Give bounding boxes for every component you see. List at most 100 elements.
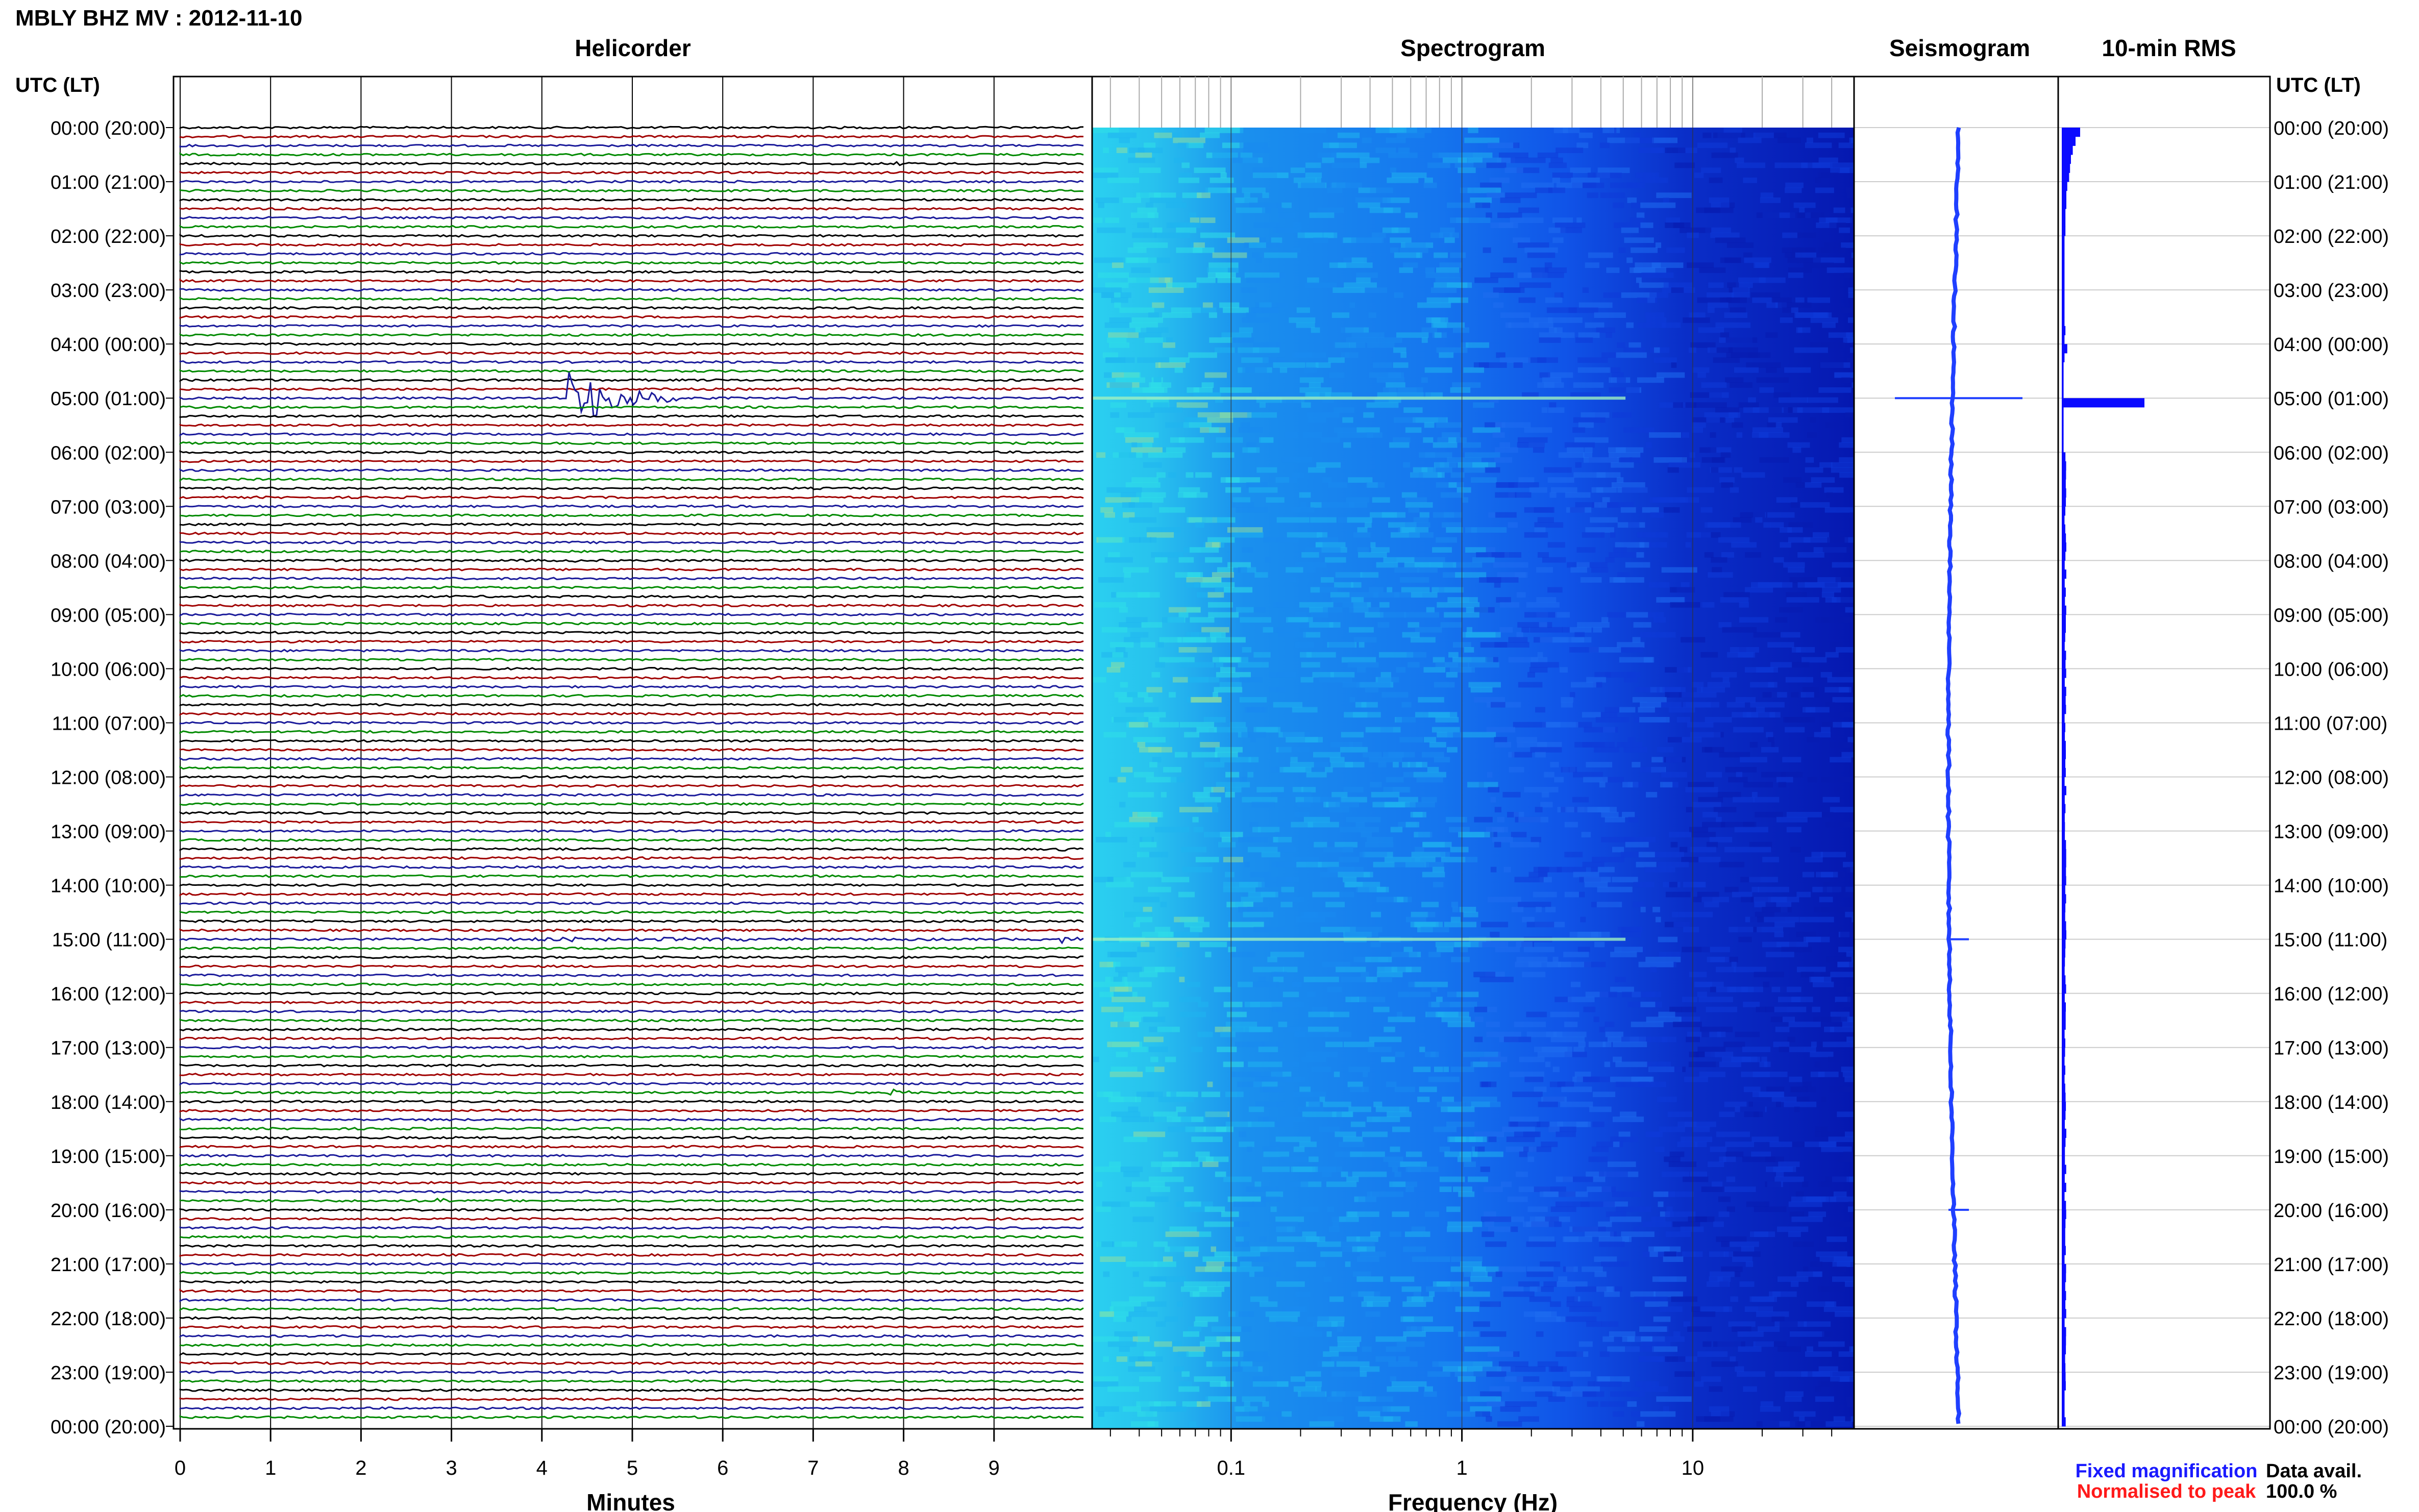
spectrogram-cell [1803, 1081, 1812, 1087]
spectrogram-cell [1749, 877, 1778, 883]
spectrogram-cell [1293, 177, 1317, 183]
spectrogram-cell [1742, 1156, 1776, 1162]
rms-bar [2062, 1065, 2065, 1075]
spectrogram-cell [1800, 692, 1814, 698]
rms-bar [2062, 479, 2066, 489]
spectrogram-cell [1396, 392, 1431, 398]
spectrogram-cell [1756, 1311, 1789, 1317]
spectrogram-cell [1329, 142, 1357, 148]
spectrogram-cell [1214, 727, 1248, 733]
spectrogram-cell [1793, 202, 1816, 208]
spectrogram-cell [1594, 312, 1626, 318]
spectrogram-cell [1526, 1031, 1563, 1037]
spectrogram-cell [1764, 1061, 1771, 1068]
spectrogram-cell [1621, 292, 1657, 298]
spectrogram-cell [1208, 312, 1217, 318]
spectrogram-cell [1195, 797, 1221, 803]
rms-bar [2062, 299, 2065, 308]
spectrogram-cell [1734, 467, 1743, 473]
spectrogram-cell [1666, 1206, 1673, 1212]
spectrogram-cell [1120, 492, 1142, 498]
spectrogram-cell [1458, 1331, 1479, 1337]
spectrogram-cell [1265, 1311, 1300, 1317]
spectrogram-cell [1163, 1151, 1178, 1157]
spectrogram-cell [1286, 617, 1309, 623]
spectrogram-cell [1417, 1097, 1430, 1102]
spectrogram-cell [1119, 452, 1137, 458]
spectrogram-cell [1455, 1306, 1479, 1312]
spectrogram-cell [1845, 1281, 1854, 1287]
spectrogram-cell [1593, 1176, 1606, 1182]
spectrogram-cell [1514, 877, 1544, 883]
spectrogram-cell [1200, 582, 1235, 588]
spectrogram-cell [1423, 182, 1437, 188]
spectrogram-cell [1123, 1171, 1140, 1177]
spectrogram-cell [1204, 832, 1235, 837]
spectrogram-cell [1833, 207, 1845, 213]
spectrogram-cell [1509, 766, 1524, 773]
spectrogram-cell [1552, 237, 1564, 243]
spectrogram-cell [1614, 947, 1643, 953]
spectrogram-cell [1578, 1042, 1586, 1048]
spectrogram-cell [1711, 152, 1738, 158]
spectrogram-cell [1411, 1326, 1424, 1332]
spectrogram-cell [1594, 941, 1605, 948]
spectrogram-cell [1832, 642, 1843, 648]
spectrogram-cell [1137, 592, 1160, 598]
spectrogram-cell [1495, 422, 1531, 428]
spectrogram-cell [1421, 337, 1428, 343]
spectrogram-cell [1310, 587, 1320, 593]
spectrogram-cell [1821, 1146, 1852, 1152]
spectrogram-cell [1436, 422, 1462, 428]
spectrogram-cell [1129, 517, 1156, 523]
spectrogram-cell [1303, 911, 1310, 918]
spectrogram-cell [1524, 247, 1558, 253]
spectrogram-cell [1424, 861, 1444, 867]
spectrogram-cell [1208, 602, 1233, 608]
spectrogram-cell [1349, 607, 1380, 613]
helicorder-trace [179, 1108, 1084, 1113]
spectrogram-cell [1204, 1221, 1234, 1227]
spectrogram-cell [1478, 362, 1507, 368]
spectrogram-cell [1465, 547, 1486, 553]
spectrogram-cell [1425, 272, 1460, 278]
spectrogram-cell [1216, 437, 1243, 443]
rms-bar [2062, 1390, 2065, 1400]
spectrogram-cell [1550, 1206, 1576, 1212]
spectrogram-cell [1421, 327, 1438, 333]
spectrogram-cell [1656, 597, 1685, 603]
spectrogram-cell [1596, 1286, 1615, 1292]
spectrogram-cell [1450, 847, 1469, 853]
helicorder-xlabel: Minutes [586, 1489, 675, 1512]
helicorder-trace [179, 721, 1084, 725]
rms-bar [2062, 271, 2065, 281]
spectrogram-cell [1760, 1406, 1781, 1412]
spectrogram-cell [1361, 702, 1378, 708]
spectrogram-cell [1780, 527, 1792, 533]
time-label-right: 10:00 (06:00) [2274, 659, 2389, 680]
spectrogram-cell [1304, 392, 1320, 398]
spectrogram-cell [1152, 302, 1165, 308]
helicorder-panel [172, 76, 1093, 1430]
spectrogram-cell [1313, 797, 1342, 803]
spectrogram-cell [1463, 732, 1496, 738]
spectrogram-cell [1518, 207, 1539, 213]
spectrogram-cell [1529, 1286, 1541, 1292]
spectrogram-cell [1425, 392, 1443, 398]
spectrogram-cell [1154, 1341, 1172, 1347]
spectrogram-cell [1185, 1126, 1206, 1132]
helicorder-trace [179, 1081, 1084, 1086]
spectrogram-cell [1800, 972, 1831, 978]
spectrogram-cell [1286, 567, 1303, 573]
spectrogram-cell [1637, 532, 1668, 538]
spectrogram-cell [1569, 1306, 1601, 1312]
spectrogram-cell [1838, 1156, 1854, 1162]
spectrogram-cell [1321, 437, 1340, 443]
spectrogram-cell [1441, 432, 1460, 438]
spectrogram-cell [1235, 1311, 1254, 1317]
spectrogram-cell [1518, 272, 1543, 278]
spectrogram-cell [1158, 362, 1186, 368]
spectrogram-cell [1139, 972, 1158, 978]
spectrogram-cell [1518, 1281, 1540, 1287]
spectrogram-cell [1133, 897, 1160, 903]
